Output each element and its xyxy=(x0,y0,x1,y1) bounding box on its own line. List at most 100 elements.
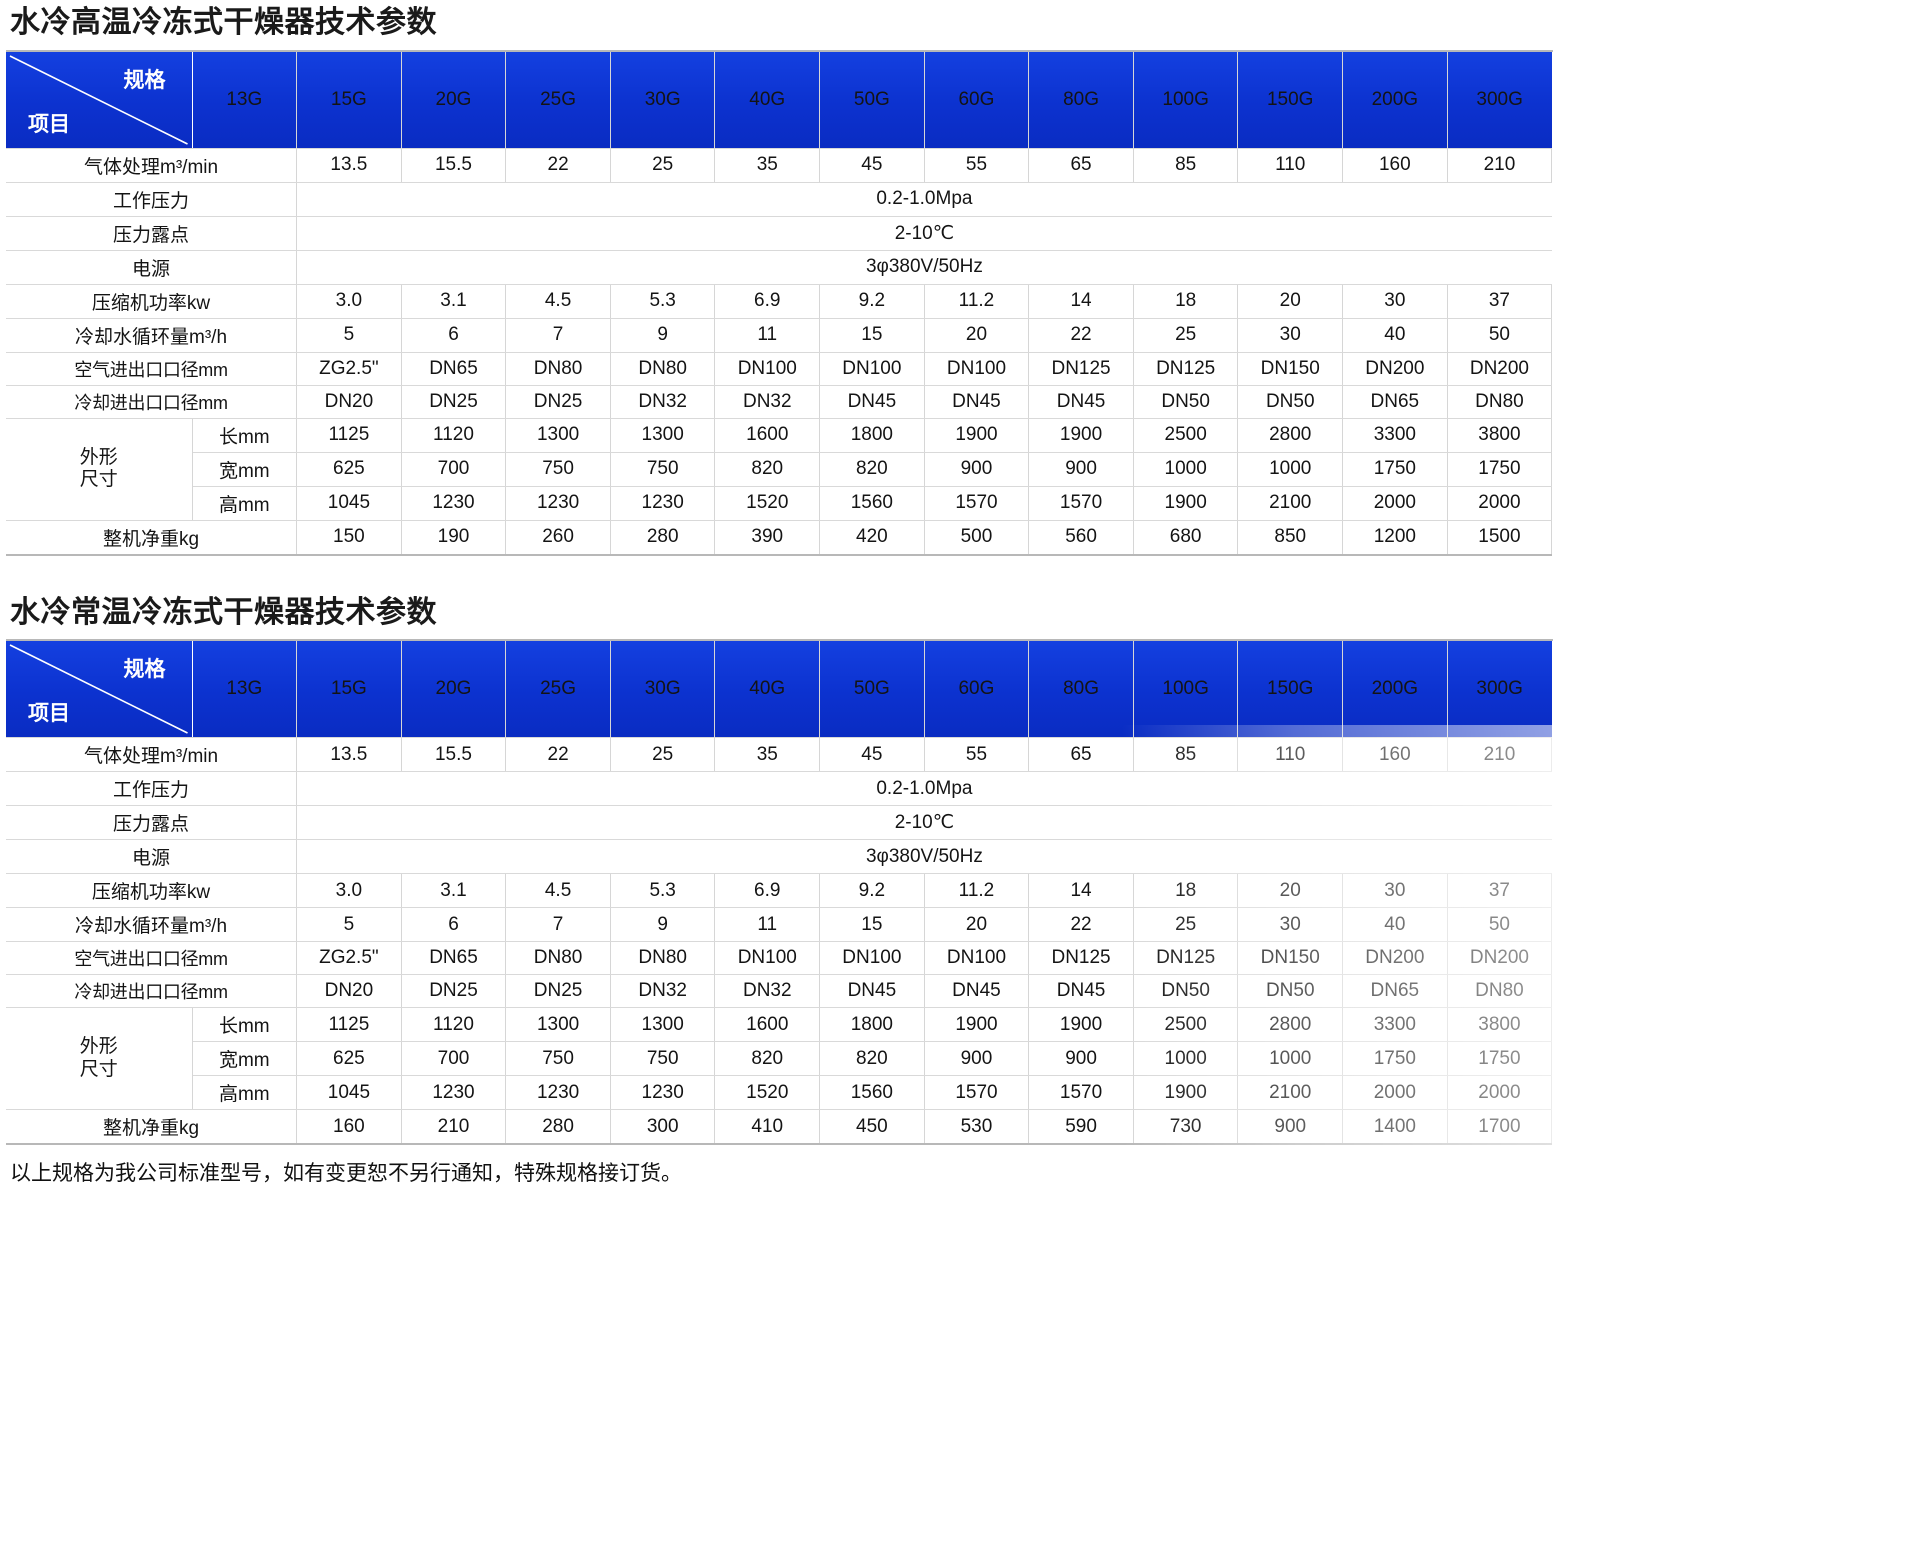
cell: DN80 xyxy=(610,352,716,386)
cell: 11.2 xyxy=(924,284,1030,319)
cell: 280 xyxy=(610,520,716,555)
row-label-work-pressure: 工作压力 xyxy=(6,771,298,806)
cell: 530 xyxy=(924,1109,1030,1145)
header-item-label: 项目 xyxy=(28,702,70,725)
row-label-width: 宽mm xyxy=(192,1041,298,1076)
cell: DN45 xyxy=(924,385,1030,419)
cell: 1230 xyxy=(610,1075,716,1110)
cell: 9.2 xyxy=(819,873,925,908)
cell: 1900 xyxy=(924,1007,1030,1042)
cell: 750 xyxy=(505,452,611,487)
cell: 190 xyxy=(401,520,507,555)
cell: 1230 xyxy=(401,486,507,521)
row-label-height: 高mm xyxy=(192,1075,298,1110)
cell: 1900 xyxy=(1133,1075,1239,1110)
cell: 1300 xyxy=(610,418,716,453)
cell: DN65 xyxy=(401,352,507,386)
row-label-dew-point: 压力露点 xyxy=(6,805,298,840)
cell: 1230 xyxy=(401,1075,507,1110)
cell: 1900 xyxy=(1133,486,1239,521)
cell: 13.5 xyxy=(296,737,402,772)
dimension-label-line1: 外形 xyxy=(79,446,118,468)
cell: 1900 xyxy=(1028,1007,1134,1042)
cell: 15.5 xyxy=(401,148,507,183)
cell: 3.0 xyxy=(296,284,402,319)
table-2-body: 气体处理m³/min 13.5 15.5 22 25 35 45 55 65 8… xyxy=(6,737,1553,1145)
spec-table-1: 规格 项目 13G 15G 20G 25G 30G 40G 50G 60G 80… xyxy=(6,49,1553,556)
cell: 900 xyxy=(1237,1109,1344,1145)
cell: 11 xyxy=(714,907,821,942)
cell: 1570 xyxy=(924,486,1030,521)
cell: DN200 xyxy=(1342,352,1448,386)
cell-merged-work-pressure: 0.2-1.0Mpa xyxy=(296,771,1552,806)
row-label-height: 高mm xyxy=(192,486,298,521)
cell: 6.9 xyxy=(714,873,821,908)
cell: 30 xyxy=(1342,284,1448,319)
table-row: 压力露点 2-10℃ xyxy=(6,805,1552,840)
table-1-body: 气体处理m³/min 13.5 15.5 22 25 35 45 55 65 8… xyxy=(6,148,1553,555)
row-label-dimension-group: 外形 尺寸 xyxy=(6,418,193,521)
cell-merged-dew-point: 2-10℃ xyxy=(296,216,1552,251)
cell: 450 xyxy=(819,1109,925,1145)
cell: 2100 xyxy=(1237,1075,1344,1110)
cell: DN150 xyxy=(1237,941,1344,975)
cell: 1750 xyxy=(1342,1041,1448,1076)
cell: 50 xyxy=(1447,318,1553,353)
header-model-60g: 60G xyxy=(924,50,1030,149)
header-model-30g: 30G xyxy=(610,640,716,738)
cell: DN125 xyxy=(1028,941,1134,975)
spec-table-2: 规格 项目 13G 15G 20G 25G 30G 40G 50G 60G 80… xyxy=(6,639,1553,1145)
cell: 2100 xyxy=(1237,486,1344,521)
header-model-80g: 80G xyxy=(1028,50,1134,149)
cell: 750 xyxy=(610,1041,716,1076)
table-row: 压缩机功率kw 3.0 3.1 4.5 5.3 6.9 9.2 11.2 14 … xyxy=(6,284,1553,319)
cell-merged-dew-point: 2-10℃ xyxy=(296,805,1552,840)
header-model-300g: 300G xyxy=(1447,50,1552,149)
cell: 5 xyxy=(296,907,402,942)
row-label-dimension-group: 外形 尺寸 xyxy=(6,1007,193,1110)
cell: 65 xyxy=(1028,737,1134,772)
cell: DN100 xyxy=(924,941,1030,975)
cell: 37 xyxy=(1447,284,1553,319)
cell: 2000 xyxy=(1447,486,1553,521)
cell: 13.5 xyxy=(296,148,402,183)
header-model-100g: 100G xyxy=(1133,50,1239,149)
cell: 25 xyxy=(1133,318,1239,353)
row-label-dew-point: 压力露点 xyxy=(6,216,298,251)
cell: 420 xyxy=(819,520,925,555)
cell: ZG2.5" xyxy=(296,941,402,975)
cell: 820 xyxy=(714,452,821,487)
cell: 110 xyxy=(1237,148,1344,183)
dimension-label-line2: 尺寸 xyxy=(79,1058,118,1080)
cell: 3800 xyxy=(1447,1007,1553,1042)
row-label-length: 长mm xyxy=(192,1007,298,1042)
cell: 1570 xyxy=(1028,1075,1134,1110)
cell: 55 xyxy=(924,737,1030,772)
cell: 900 xyxy=(924,452,1030,487)
cell: 590 xyxy=(1028,1109,1134,1145)
table-row: 压力露点 2-10℃ xyxy=(6,216,1552,251)
cell: DN100 xyxy=(714,941,821,975)
row-label-cooling-port: 冷却进出口口径mm xyxy=(6,385,298,419)
table-row: 工作压力 0.2-1.0Mpa xyxy=(6,182,1552,217)
header-model-13g: 13G xyxy=(192,640,298,738)
cell: 6 xyxy=(401,907,507,942)
cell: DN65 xyxy=(1342,974,1448,1008)
cell: DN200 xyxy=(1447,941,1553,975)
cell: DN50 xyxy=(1237,974,1344,1008)
cell: 6.9 xyxy=(714,284,821,319)
header-model-200g: 200G xyxy=(1342,640,1448,738)
row-label-air-flow: 气体处理m³/min xyxy=(6,737,298,772)
cell: 625 xyxy=(296,452,402,487)
cell: 1400 xyxy=(1342,1109,1448,1145)
header-item-label: 项目 xyxy=(28,112,70,136)
header-model-150g: 150G xyxy=(1237,50,1344,149)
cell: 85 xyxy=(1133,737,1239,772)
cell: 18 xyxy=(1133,284,1239,319)
diagonal-divider-icon xyxy=(9,54,188,145)
cell: DN25 xyxy=(401,974,507,1008)
header-model-200g: 200G xyxy=(1342,50,1448,149)
table-row: 高mm 1045 1230 1230 1230 1520 1560 1570 1… xyxy=(6,486,1553,521)
cell: DN45 xyxy=(924,974,1030,1008)
row-label-cooling-water: 冷却水循环量m³/h xyxy=(6,907,298,942)
